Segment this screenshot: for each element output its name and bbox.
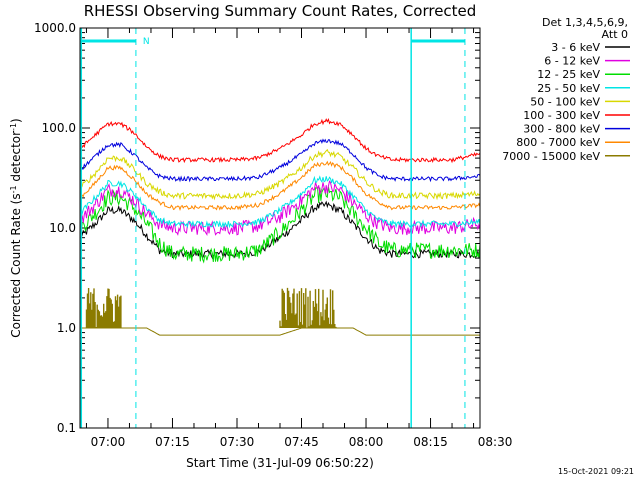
legend-entry: 6 - 12 keV [544, 55, 600, 68]
x-tick-label: 07:30 [220, 435, 255, 449]
y-axis-label-part: -1 [9, 185, 18, 193]
series-line [79, 200, 481, 260]
date-stamp: 15-Oct-2021 09:21 [558, 467, 634, 476]
legend-entry: 100 - 300 keV [523, 109, 600, 122]
y-axis-label-part: detector [9, 131, 23, 186]
series-line [79, 148, 481, 201]
legend-entry: 300 - 800 keV [523, 123, 600, 136]
y-tick-label: 1000.0 [34, 21, 76, 35]
series-lines [79, 118, 481, 336]
y-axis-label-part: -1 [9, 123, 18, 131]
x-tick-label: 07:15 [155, 435, 190, 449]
legend-entry: 25 - 50 keV [537, 82, 600, 95]
flag-label: N [143, 37, 150, 47]
legend-entry: 7000 - 15000 keV [502, 150, 600, 163]
legend-entry: 3 - 6 keV [551, 41, 600, 54]
series-line [80, 327, 480, 336]
series-line [79, 175, 481, 229]
y-tick-label: 1.0 [57, 321, 76, 335]
x-tick-label: 08:00 [349, 435, 384, 449]
y-tick-label: 10.0 [49, 221, 76, 235]
y-axis-label: Corrected Count Rate (s-1 detector-1) [9, 118, 24, 337]
axis-ticks: 1000.0 100.0 10.0 1.0 0.1 07:00 07:15 07:30 07:4… [34, 21, 512, 449]
y-axis-label-text: Corrected Count Rate (s-1 detector-1) [9, 118, 24, 337]
y-tick-label: 100.0 [42, 121, 76, 135]
series-line [79, 186, 481, 264]
series-line [79, 180, 481, 237]
legend-entry: 800 - 7000 keV [516, 136, 600, 149]
y-axis-label-part: ) [9, 118, 23, 123]
legend-entry: 50 - 100 keV [530, 95, 600, 108]
x-axis-label: Start Time (31-Jul-09 06:50:22) [186, 456, 374, 470]
y-tick-label: 0.1 [57, 421, 76, 435]
series-line [79, 118, 481, 164]
plot-frame [79, 27, 481, 429]
legend-header: Det 1,3,4,5,6,9, [542, 16, 628, 29]
observing-flags: N [80, 28, 466, 428]
series-line [79, 138, 481, 183]
burst-spikes [279, 287, 337, 328]
chart-title: RHESSI Observing Summary Count Rates, Co… [84, 2, 477, 20]
legend-entry: 12 - 25 keV [537, 68, 600, 81]
series-line [79, 160, 481, 211]
x-tick-label: 07:45 [284, 435, 319, 449]
burst-spikes [85, 288, 122, 328]
x-tick-label: 07:00 [91, 435, 126, 449]
x-tick-label: 08:30 [478, 435, 513, 449]
y-axis-label-part: Corrected Count Rate (s [9, 193, 23, 337]
x-tick-label: 08:15 [413, 435, 448, 449]
legend-header: Att 0 [602, 28, 628, 41]
